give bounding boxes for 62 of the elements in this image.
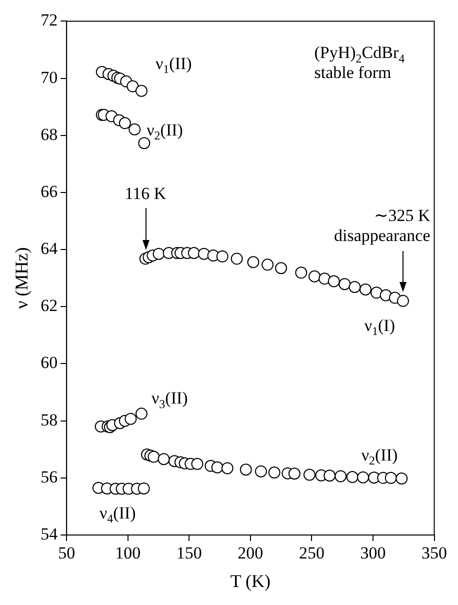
point <box>128 123 141 136</box>
y-tick-label: 68 <box>40 124 58 144</box>
point <box>126 80 139 92</box>
y-tick-label: 60 <box>40 353 58 372</box>
annotation: 116 K <box>124 184 167 203</box>
point <box>240 464 252 476</box>
point <box>318 272 331 285</box>
point <box>348 280 361 293</box>
point <box>308 270 321 282</box>
point <box>288 468 300 480</box>
point <box>397 294 409 307</box>
point <box>328 275 340 288</box>
point <box>262 258 274 271</box>
point <box>254 465 267 478</box>
point <box>230 252 243 265</box>
y-axis-title: ν (MHz) <box>12 247 32 309</box>
y-tick-label: 62 <box>40 296 58 316</box>
point <box>370 286 383 299</box>
point <box>247 256 260 268</box>
point <box>211 461 224 474</box>
point <box>334 470 347 482</box>
y-tick-label: 54 <box>40 524 58 544</box>
point <box>338 278 351 290</box>
x-tick-label: 350 <box>422 544 447 563</box>
point <box>118 117 131 130</box>
point <box>357 471 370 484</box>
point <box>152 248 165 260</box>
point <box>135 408 148 420</box>
point <box>191 458 204 470</box>
point <box>216 250 228 262</box>
point <box>360 284 372 296</box>
point <box>158 453 170 466</box>
x-tick-label: 200 <box>238 544 264 563</box>
point <box>303 468 316 481</box>
y-tick-label: 58 <box>40 410 58 430</box>
point <box>275 262 288 274</box>
point <box>124 412 137 425</box>
y-tick-label: 70 <box>40 68 58 87</box>
y-tick-label: 56 <box>40 467 58 486</box>
x-tick-label: 300 <box>360 544 386 563</box>
point <box>138 482 150 494</box>
annotation: ∼325 K disappearance <box>334 206 431 245</box>
y-tick-label: 72 <box>40 10 58 30</box>
x-tick-label: 250 <box>298 544 324 563</box>
x-tick-label: 100 <box>115 544 141 563</box>
point <box>324 470 336 482</box>
y-tick-label: 64 <box>40 239 58 258</box>
point <box>221 462 234 474</box>
point <box>138 137 150 150</box>
point <box>346 471 358 484</box>
point <box>198 248 210 260</box>
point <box>148 450 160 463</box>
point <box>384 472 397 484</box>
x-tick-label: 50 <box>58 544 76 563</box>
x-axis-title: T (K) <box>230 570 271 591</box>
x-tick-label: 150 <box>176 544 202 563</box>
point <box>268 466 280 478</box>
y-tick-label: 66 <box>40 182 58 201</box>
point <box>295 266 308 279</box>
point <box>396 472 408 484</box>
point <box>188 246 200 259</box>
point <box>135 84 148 97</box>
